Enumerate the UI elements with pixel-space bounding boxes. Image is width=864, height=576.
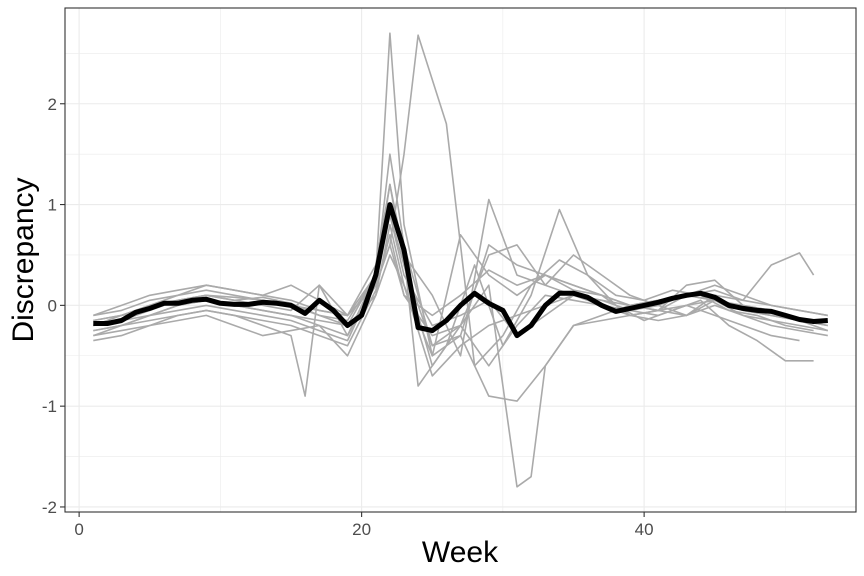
individual-series-line xyxy=(93,213,828,367)
x-tick-label: 40 xyxy=(635,520,654,539)
plot-panel xyxy=(65,8,856,512)
y-axis-title: Discrepancy xyxy=(7,177,40,342)
x-tick-label: 20 xyxy=(352,520,371,539)
individual-series-line xyxy=(93,183,828,357)
mean-series-line xyxy=(93,202,828,339)
axis-ticks: 0 20 40 -2 -1 0 1 2 xyxy=(42,95,654,539)
panel-border xyxy=(64,7,857,513)
y-tick-label: -1 xyxy=(42,397,57,416)
x-axis-title: Week xyxy=(422,536,499,569)
individual-series-line xyxy=(93,234,828,367)
y-tick-label: 2 xyxy=(48,95,57,114)
y-tick-label: -2 xyxy=(42,498,57,517)
series-lines xyxy=(93,32,829,488)
x-tick-label: 0 xyxy=(74,520,83,539)
individual-series-line xyxy=(93,254,828,377)
y-tick-label: 1 xyxy=(48,196,57,215)
y-tick-label: 0 xyxy=(48,296,57,315)
